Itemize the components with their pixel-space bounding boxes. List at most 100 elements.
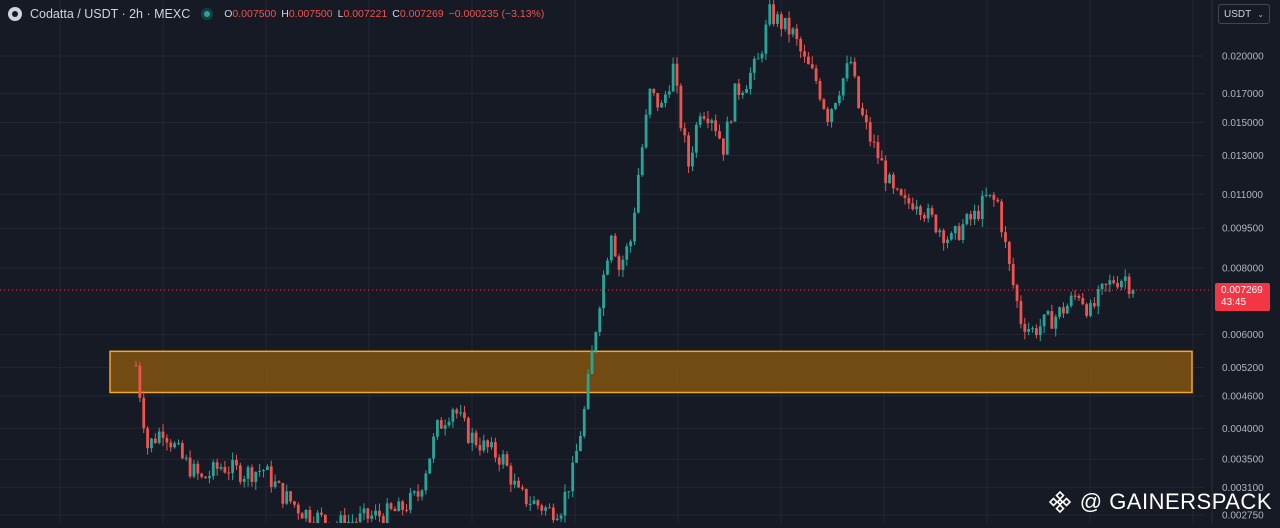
candle xyxy=(907,194,910,209)
candle xyxy=(718,124,721,139)
candle xyxy=(428,458,431,474)
y-tick-label: 0.020000 xyxy=(1222,52,1264,63)
candle xyxy=(904,189,907,205)
ohlc-change-value: −0.000235 (−3.13%) xyxy=(449,8,545,20)
currency-select-value: USDT xyxy=(1224,9,1251,20)
candle xyxy=(996,197,999,202)
candle xyxy=(490,437,493,450)
candle xyxy=(394,506,397,511)
candle xyxy=(1120,279,1123,290)
ohlc-high-value: 0.007500 xyxy=(289,8,333,20)
candle xyxy=(401,500,404,515)
candle xyxy=(312,516,315,523)
candle xyxy=(1054,314,1057,336)
candle xyxy=(1124,269,1127,289)
candle xyxy=(958,223,961,241)
candle xyxy=(633,208,636,245)
candle xyxy=(838,91,841,106)
candle xyxy=(281,483,284,508)
candle xyxy=(475,430,478,448)
candle xyxy=(973,205,976,225)
bar-countdown: 43:45 xyxy=(1221,297,1270,309)
candle xyxy=(517,477,520,488)
candle xyxy=(761,51,764,62)
candle xyxy=(668,85,671,98)
candle xyxy=(1050,305,1053,329)
candle xyxy=(807,52,810,65)
candle xyxy=(691,146,694,171)
candle xyxy=(173,441,176,449)
candle xyxy=(900,188,903,196)
candle xyxy=(231,452,234,480)
candle xyxy=(1116,276,1119,289)
candle xyxy=(1112,276,1115,285)
candle xyxy=(884,155,887,191)
candle xyxy=(734,83,737,121)
y-tick-label: 0.011000 xyxy=(1222,190,1263,201)
currency-select[interactable]: USDT ⌄ xyxy=(1218,4,1270,24)
y-tick-label: 0.005200 xyxy=(1222,363,1264,374)
market-status-icon xyxy=(204,11,210,17)
candle xyxy=(768,0,771,26)
candle xyxy=(784,18,787,32)
candle xyxy=(788,11,791,42)
candle xyxy=(486,439,489,453)
ohlc-open-value: 0.007500 xyxy=(232,8,276,20)
price-axis: 0.0200000.0170000.0150000.0130000.011000… xyxy=(1212,0,1264,523)
candle xyxy=(374,504,377,519)
y-tick-label: 0.015000 xyxy=(1222,118,1264,129)
candle xyxy=(857,76,860,109)
candle xyxy=(927,204,930,223)
candle xyxy=(1108,275,1111,293)
candle xyxy=(1101,283,1104,295)
support-zone[interactable] xyxy=(110,351,1192,392)
candle xyxy=(703,112,706,121)
candle xyxy=(931,205,934,217)
candle xyxy=(1039,319,1042,341)
candle xyxy=(421,489,424,501)
candle xyxy=(274,474,277,488)
candle xyxy=(355,518,358,523)
candle xyxy=(1047,310,1050,316)
candle xyxy=(923,213,926,222)
candle xyxy=(792,27,795,37)
candle xyxy=(656,93,659,111)
candle xyxy=(815,65,818,84)
candle xyxy=(865,109,868,129)
candle xyxy=(339,511,342,523)
candle xyxy=(440,417,443,429)
candle xyxy=(915,200,918,215)
candle xyxy=(220,463,223,471)
chevron-down-icon: ⌄ xyxy=(1257,10,1264,19)
candle xyxy=(826,107,829,126)
candle xyxy=(699,113,702,128)
candle xyxy=(1000,199,1003,237)
candle xyxy=(1008,241,1011,271)
candle xyxy=(950,231,953,240)
candle xyxy=(892,172,895,194)
candle xyxy=(1085,302,1088,318)
candle xyxy=(308,506,311,523)
candle xyxy=(594,331,597,353)
candle xyxy=(405,504,408,513)
candle xyxy=(158,428,161,445)
candle xyxy=(529,496,532,511)
candle xyxy=(455,408,458,419)
candle xyxy=(409,488,412,513)
candle xyxy=(834,103,837,111)
candle xyxy=(749,67,752,94)
candle xyxy=(448,417,451,427)
symbol-title[interactable]: Codatta / USDT · 2h · MEXC xyxy=(30,7,190,21)
y-tick-label: 0.009500 xyxy=(1222,224,1264,235)
candle xyxy=(811,56,814,69)
candle xyxy=(625,243,628,265)
candle xyxy=(679,83,682,131)
candle xyxy=(610,235,613,264)
candle xyxy=(1074,290,1077,300)
candle xyxy=(954,225,957,239)
candle xyxy=(687,132,690,173)
candle xyxy=(417,484,420,501)
candle xyxy=(579,431,582,451)
